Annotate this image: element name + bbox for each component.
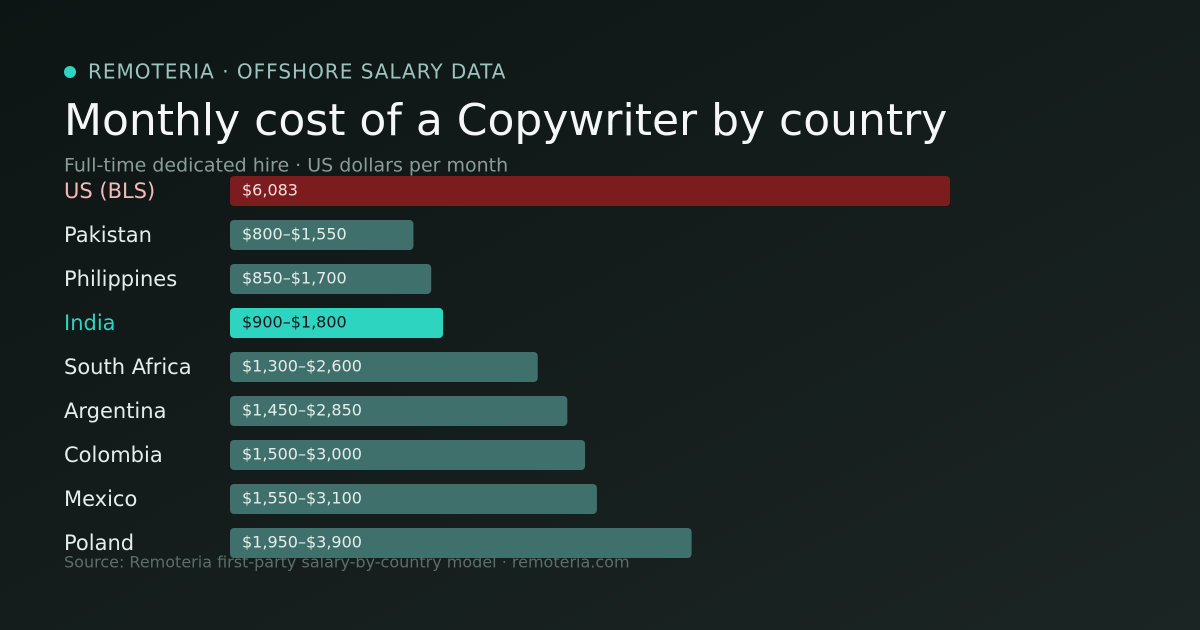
- category-label: Argentina: [64, 399, 166, 423]
- category-label: Poland: [64, 531, 134, 555]
- value-label: $1,450–$2,850: [242, 401, 362, 420]
- bar: [230, 308, 444, 338]
- bar: [230, 352, 538, 382]
- value-label: $1,950–$3,900: [242, 533, 362, 552]
- category-label: Pakistan: [64, 223, 152, 247]
- value-label: $900–$1,800: [242, 313, 347, 332]
- value-label: $1,300–$2,600: [242, 357, 362, 376]
- bar: [230, 176, 950, 206]
- bar: [230, 440, 586, 470]
- kicker-dot: [64, 66, 76, 78]
- rows: US (BLS) $6,083 Pakistan $800–$1,550 Philipp…: [64, 176, 950, 558]
- chart-title: Monthly cost of a Copywriter by country: [64, 95, 947, 146]
- bar: [230, 396, 568, 426]
- category-label: Philippines: [64, 267, 177, 291]
- source: Source: Remoteria first-party salary-by-…: [64, 553, 630, 572]
- bar: [230, 220, 414, 250]
- value-label: $1,500–$3,000: [242, 445, 362, 464]
- value-label: $1,550–$3,100: [242, 489, 362, 508]
- category-label: India: [64, 311, 116, 335]
- category-label: Mexico: [64, 487, 137, 511]
- bar: [230, 528, 692, 558]
- subtitle: Full-time dedicated hire · US dollars pe…: [64, 155, 508, 177]
- bar: [230, 484, 597, 514]
- value-label: $850–$1,700: [242, 269, 347, 288]
- value-label: $800–$1,550: [242, 225, 347, 244]
- bar: [230, 264, 432, 294]
- category-label: South Africa: [64, 355, 192, 379]
- kicker: REMOTERIA · OFFSHORE SALARY DATA: [88, 60, 506, 84]
- category-label: Colombia: [64, 443, 163, 467]
- value-label: $6,083: [242, 181, 298, 200]
- category-label: US (BLS): [64, 179, 155, 203]
